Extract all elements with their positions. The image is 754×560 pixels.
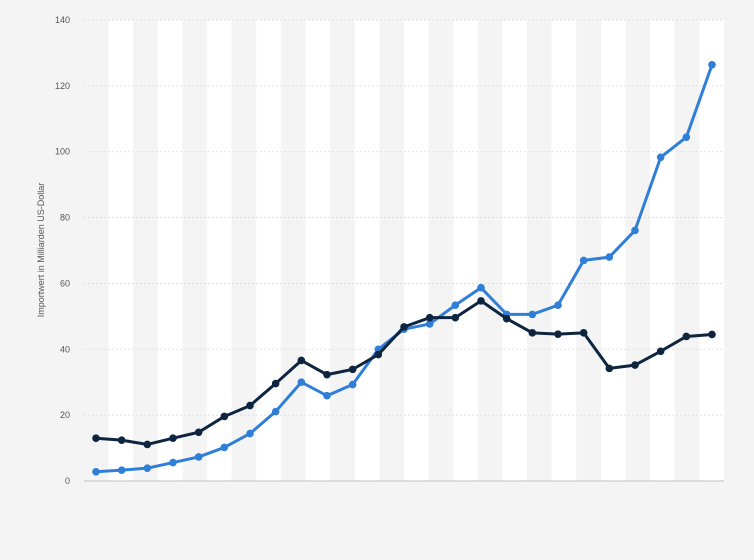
data-point[interactable] [323,370,331,379]
y-tick-label: 40 [60,344,70,354]
data-point[interactable] [682,332,691,341]
background-band [527,20,552,481]
data-point[interactable] [220,412,229,421]
data-point[interactable] [502,314,511,323]
y-axis-title: Importwert in Milliarden US-Dollar [36,183,46,318]
data-point[interactable] [425,313,434,322]
data-point[interactable] [425,320,434,328]
background-band [674,20,700,481]
data-point[interactable] [605,253,614,261]
data-point[interactable] [271,379,280,388]
data-point[interactable] [297,356,306,365]
y-tick-label: 20 [60,410,70,420]
background-band [453,20,478,481]
data-point[interactable] [528,310,537,319]
data-point[interactable] [143,464,152,472]
background-band [379,20,404,481]
y-axis-ticks: 0 20 40 60 80 100 120 140 [55,15,70,486]
data-point[interactable] [631,361,639,369]
data-point[interactable] [554,330,562,338]
y-tick-label: 120 [55,81,70,91]
background-band [182,20,208,481]
data-point[interactable] [554,301,562,309]
y-tick-label: 140 [55,15,70,25]
background-band [84,20,109,481]
background-band [650,20,675,481]
data-point[interactable] [579,329,588,337]
data-point[interactable] [297,378,306,387]
data-point[interactable] [194,428,203,437]
data-point[interactable] [579,256,588,265]
background-band [305,20,331,481]
series-group [92,60,716,476]
background-band [576,20,601,481]
y-tick-label: 80 [60,213,70,223]
y-tick-label: 100 [55,147,70,157]
data-point[interactable] [92,467,100,476]
background-band [108,20,134,481]
data-point[interactable] [631,226,639,235]
data-point[interactable] [708,330,716,339]
data-point[interactable] [682,133,691,142]
y-tick-label: 60 [60,278,70,288]
background-band [625,20,651,481]
background-band [330,20,355,481]
background-band [502,20,528,481]
data-point[interactable] [656,347,665,356]
background-band [207,20,232,481]
background-band [256,20,281,481]
background-band [699,20,724,481]
grid-lines [84,19,724,482]
data-point[interactable] [400,323,408,331]
data-point[interactable] [92,434,100,442]
data-point[interactable] [220,443,229,452]
data-point[interactable] [271,407,280,416]
data-point[interactable] [117,466,126,474]
data-point[interactable] [451,313,460,322]
y-tick-label: 0 [65,476,70,486]
background-band [133,20,158,481]
data-point[interactable] [143,440,152,449]
background-band [404,20,429,481]
series-2 [92,297,716,449]
background-band [551,20,577,481]
data-point[interactable] [246,401,254,410]
data-point[interactable] [348,380,357,389]
data-point[interactable] [528,329,537,337]
background-band [600,20,626,481]
data-point[interactable] [605,364,614,373]
data-point[interactable] [246,429,254,438]
data-point[interactable] [194,453,203,461]
data-point[interactable] [656,153,665,162]
background-band [477,20,503,481]
data-point[interactable] [451,301,460,309]
background-band [354,20,380,481]
background-bands [84,20,724,481]
data-point[interactable] [708,60,716,69]
data-point[interactable] [477,297,485,305]
data-point[interactable] [169,434,177,442]
data-point[interactable] [169,458,177,467]
background-band [428,20,454,481]
background-band [157,20,183,481]
data-point[interactable] [117,436,126,444]
data-point[interactable] [374,350,383,359]
data-point[interactable] [323,391,331,400]
data-point[interactable] [477,283,485,292]
data-point[interactable] [348,365,357,374]
background-band [280,20,306,481]
